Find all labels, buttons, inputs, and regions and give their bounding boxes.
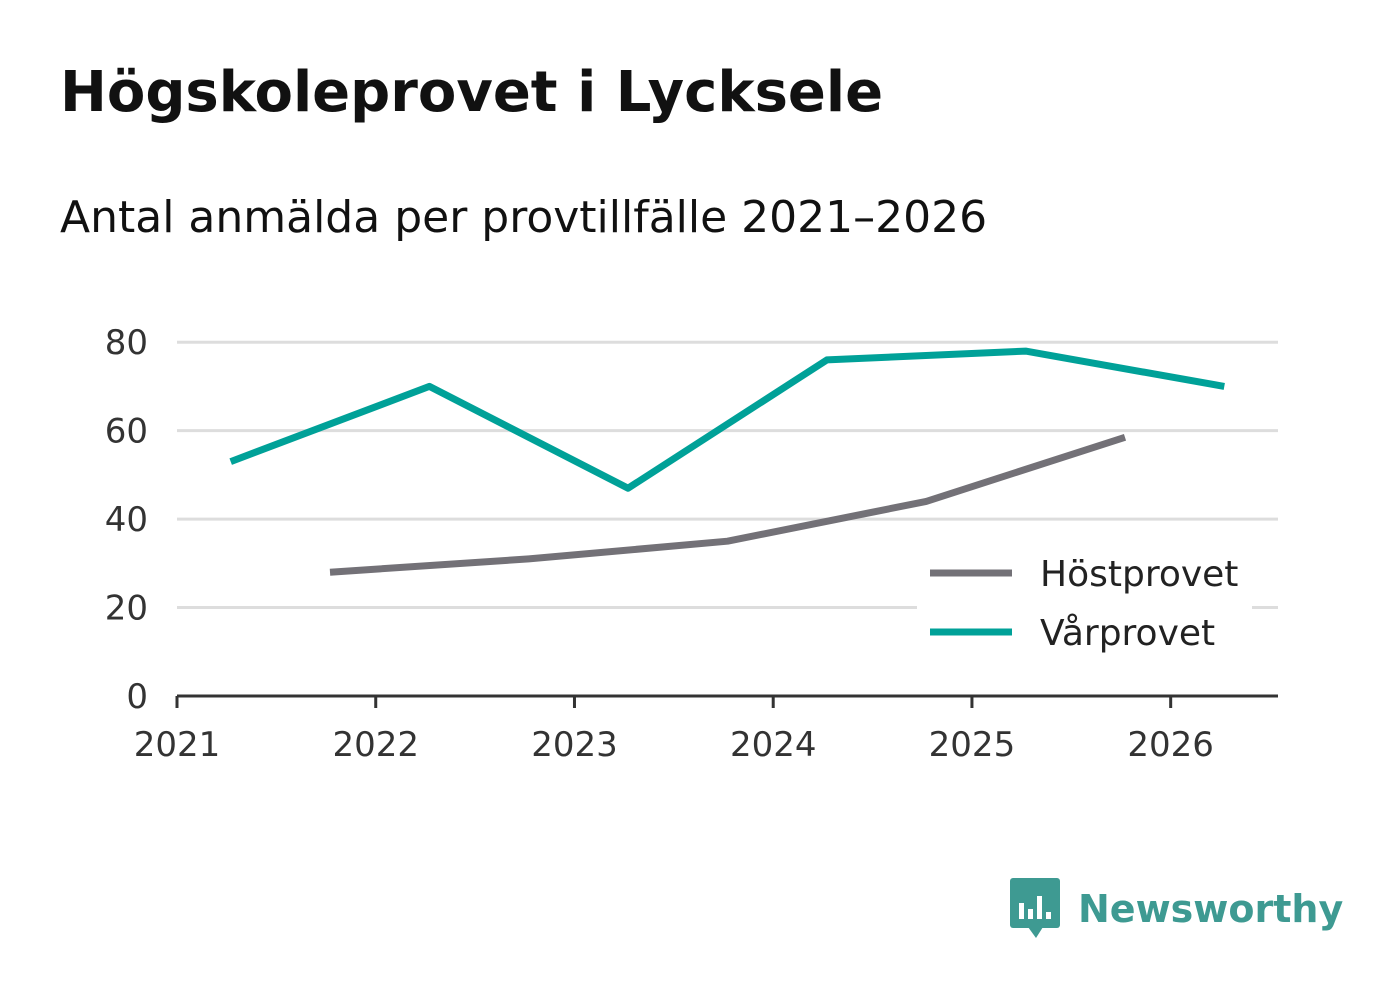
series-lines [229,347,1225,576]
y-tick-label-20: 20 [105,589,148,629]
y-tick-label-40: 40 [105,500,148,540]
y-tick-label-60: 60 [105,412,148,452]
newsworthy-logo-icon [1010,878,1060,938]
y-tick-label-0: 0 [126,677,148,717]
x-tick-label-2023: 2023 [531,725,618,765]
series-line-varprovet [229,347,1225,492]
x-axis: 2021 2022 2023 2024 2025 2026 [134,694,1278,765]
chart-subtitle: Antal anmälda per provtillfälle 2021–202… [60,192,988,243]
legend-label-0: Höstprovet [1040,554,1238,595]
x-tick-label-2025: 2025 [929,725,1016,765]
x-tick-label-2021: 2021 [134,725,221,765]
brand-name: Newsworthy [1078,887,1344,931]
x-tick-label-2024: 2024 [730,725,817,765]
x-tick-label-2022: 2022 [332,725,419,765]
legend: Höstprovet Vårprovet [917,540,1252,670]
brand-footer: Newsworthy [1010,878,1343,940]
legend-label-1: Vårprovet [1040,613,1215,654]
x-tick-label-2026: 2026 [1127,725,1214,765]
chart-title: Högskoleprovet i Lycksele [60,60,884,125]
y-tick-label-80: 80 [105,323,148,363]
legend-background [917,540,1252,670]
